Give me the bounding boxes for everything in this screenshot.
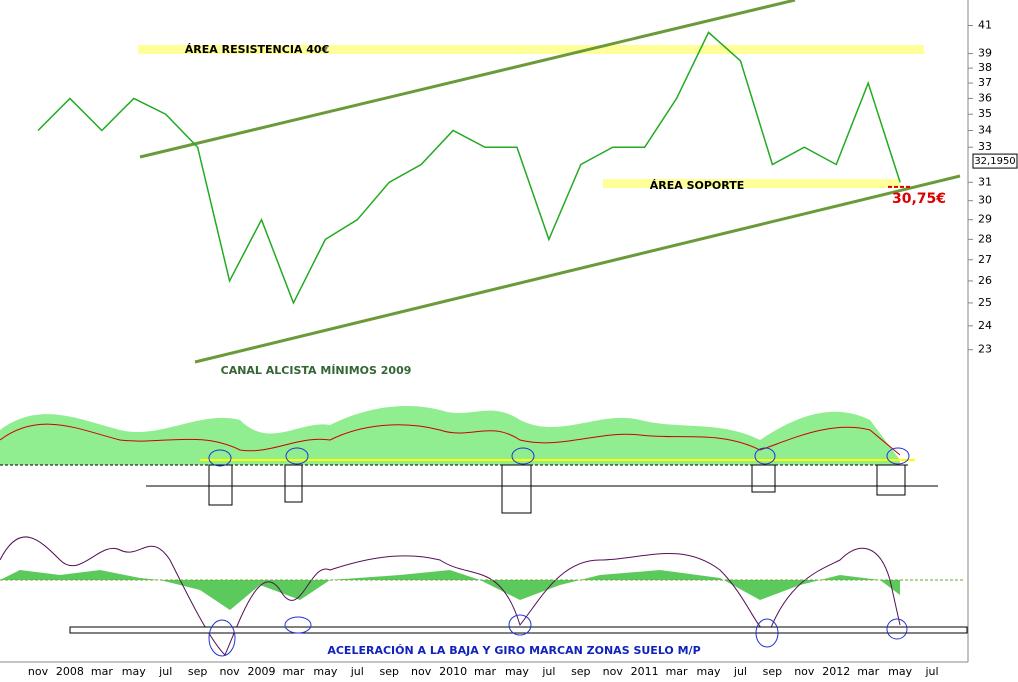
x-tick-label: jul [541, 665, 555, 678]
last-price-label: 32,1950 [974, 156, 1015, 167]
y-tick-label: 26 [978, 274, 992, 287]
y-tick-label: 36 [978, 91, 992, 104]
upper-trendline [139, 0, 796, 159]
support-label: 30,75€ [892, 191, 946, 207]
x-tick-label: mar [282, 665, 304, 678]
annotation: CANAL ALCISTA MÍNIMOS 2009 [221, 364, 412, 377]
x-tick-label: nov [794, 665, 815, 678]
x-tick-label: 2008 [56, 665, 84, 678]
x-tick-label: nov [603, 665, 624, 678]
x-tick-label: may [122, 665, 146, 678]
y-tick-label: 30 [978, 194, 992, 207]
y-tick-label: 37 [978, 76, 992, 89]
y-tick-label: 33 [978, 140, 992, 153]
annotation: ÁREA SOPORTE [650, 179, 745, 192]
y-tick-label: 27 [978, 253, 992, 266]
x-tick-label: mar [474, 665, 496, 678]
price-line [37, 31, 901, 305]
x-tick-label: jul [158, 665, 172, 678]
x-tick-label: may [888, 665, 912, 678]
x-tick-label: nov [28, 665, 49, 678]
y-tick-label: 31 [978, 175, 992, 188]
x-tick-label: nov [219, 665, 240, 678]
y-tick-label: 41 [978, 19, 992, 32]
x-tick-label: may [313, 665, 337, 678]
y-tick-label: 34 [978, 123, 992, 136]
annotation: ÁREA RESISTENCIA 40€ [185, 43, 329, 56]
x-tick-label: may [697, 665, 721, 678]
y-tick-label: 35 [978, 107, 992, 120]
y-tick-label: 38 [978, 61, 992, 74]
y-tick-label: 23 [978, 343, 992, 356]
x-tick-label: 2012 [822, 665, 850, 678]
x-tick-label: 2009 [248, 665, 276, 678]
y-tick-label: 39 [978, 47, 992, 60]
support-band [603, 179, 900, 188]
osc-circles [208, 614, 908, 657]
indicator-area [0, 405, 900, 465]
x-tick-label: mar [666, 665, 688, 678]
floor-box [69, 626, 968, 634]
y-tick-label: 25 [978, 296, 992, 309]
indicator-line [0, 423, 901, 456]
resistance-band [138, 45, 924, 54]
y-tick-label: 29 [978, 213, 992, 226]
x-tick-label: jul [350, 665, 364, 678]
x-tick-label: mar [91, 665, 113, 678]
x-tick-label: 2011 [631, 665, 659, 678]
x-tick-label: mar [857, 665, 879, 678]
annotation: ACELERACIÓN A LA BAJA Y GIRO MARCAN ZONA… [327, 644, 700, 657]
last-price-box [972, 153, 1018, 169]
x-tick-label: sep [379, 665, 398, 678]
x-tick-label: 2010 [439, 665, 467, 678]
x-tick-label: jul [924, 665, 938, 678]
y-tick-label: 24 [978, 319, 992, 332]
x-tick-label: sep [188, 665, 207, 678]
boxes [208, 464, 906, 514]
circles [208, 447, 910, 467]
x-tick-label: nov [411, 665, 432, 678]
lower-trendline [194, 174, 961, 364]
x-tick-label: sep [763, 665, 782, 678]
x-tick-label: jul [733, 665, 747, 678]
x-tick-label: sep [571, 665, 590, 678]
x-tick-label: may [505, 665, 529, 678]
y-tick-label: 28 [978, 232, 992, 245]
